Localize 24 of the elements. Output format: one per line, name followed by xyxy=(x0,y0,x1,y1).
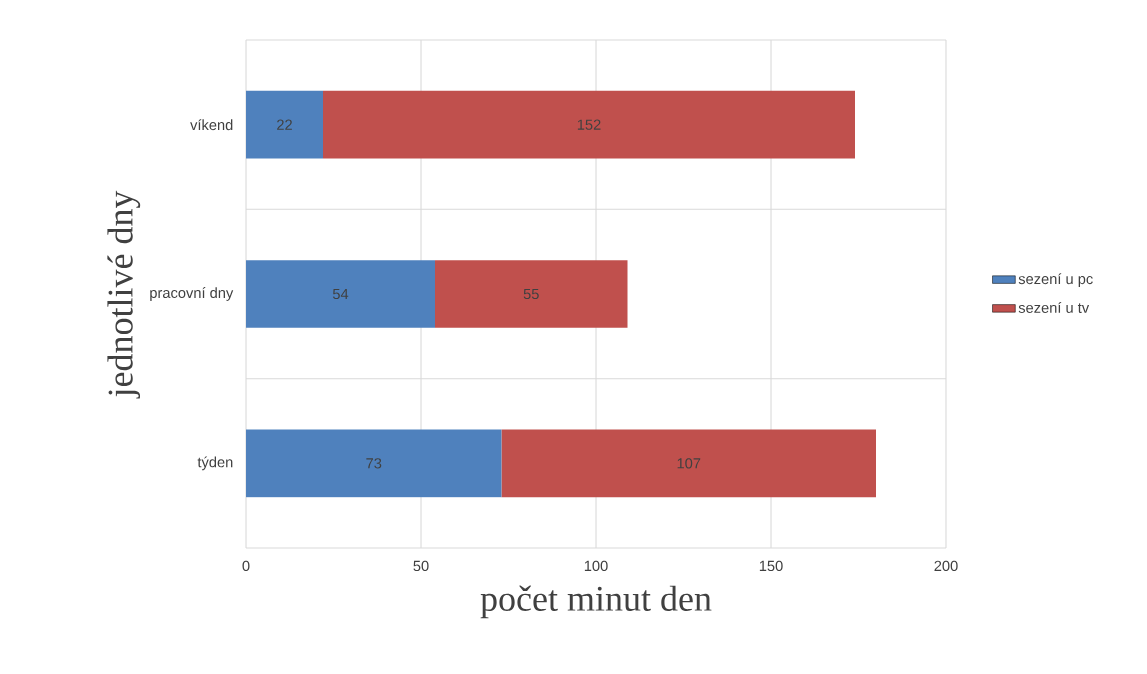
bar xyxy=(246,260,436,328)
x-axis-title: počet minut den xyxy=(480,585,712,619)
x-tick-label: 200 xyxy=(934,560,958,572)
x-tick-label: 50 xyxy=(413,560,429,572)
bar xyxy=(435,260,628,328)
x-tick-label: 0 xyxy=(242,560,250,572)
data-label: 55 xyxy=(523,288,539,300)
y-tick-label: pracovní dny xyxy=(150,287,234,301)
y-tick-label: týden xyxy=(197,456,233,471)
data-label: 54 xyxy=(332,288,349,300)
bar xyxy=(246,429,502,498)
data-label: 73 xyxy=(366,458,382,469)
bar xyxy=(323,90,855,159)
bar xyxy=(246,90,324,159)
x-tick-label: 150 xyxy=(759,560,783,572)
data-label: 152 xyxy=(577,119,601,130)
legend-label: sezení u tv xyxy=(1018,302,1090,313)
legend-label: sezení u pc xyxy=(1018,273,1093,288)
data-label: 22 xyxy=(277,119,292,130)
y-axis-title: jednotlivé dny xyxy=(107,190,141,399)
x-tick-label: 100 xyxy=(584,560,608,572)
y-tick-label: víkend xyxy=(190,119,233,131)
bar xyxy=(501,429,876,498)
data-label: 107 xyxy=(677,458,701,469)
